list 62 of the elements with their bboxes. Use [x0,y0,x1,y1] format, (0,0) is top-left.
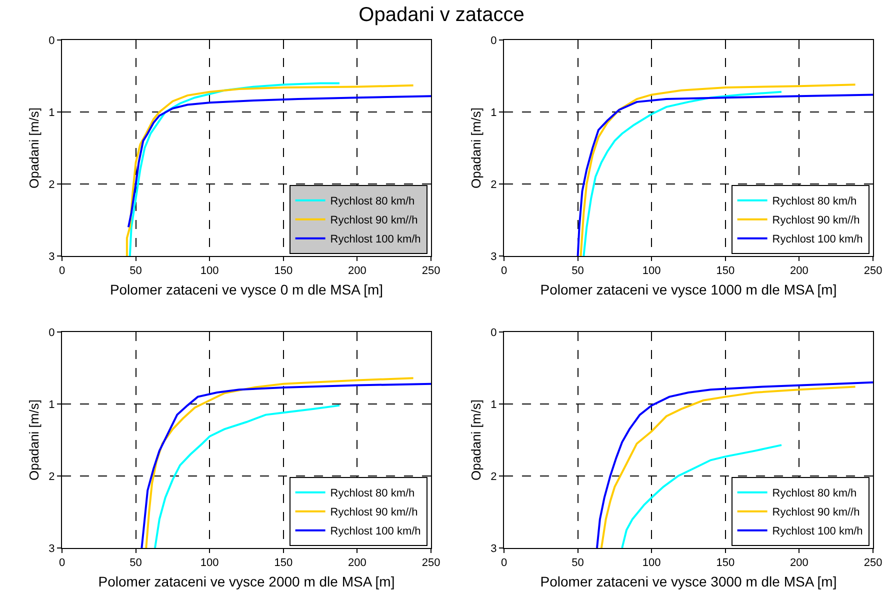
y-tick-label: 2 [490,178,497,191]
legend-label: Rychlost 100 km/h [330,234,421,246]
y-tick-label: 2 [48,470,55,483]
legend-label: Rychlost 100 km/h [772,234,863,246]
y-tick-label: 2 [490,470,497,483]
y-tick-label: 1 [48,398,55,411]
x-tick-label: 250 [864,265,882,278]
y-tick-label: 0 [490,34,497,47]
y-tick-label: 0 [490,326,497,339]
x-tick-label: 150 [716,557,735,570]
y-tick-label: 0 [48,34,55,47]
x-tick-label: 50 [572,265,584,278]
y-tick-label: 0 [48,326,55,339]
y-axis-title: Opadani [m/s] [26,108,42,188]
x-tick-label: 50 [572,557,584,570]
x-axis-title: Polomer zataceni ve vysce 1000 m dle MSA [m] [540,282,837,298]
legend-label: Rychlost 80 km/h [330,488,415,500]
legend-label: Rychlost 100 km/h [330,526,421,538]
x-tick-label: 200 [790,265,808,278]
legend-label: Rychlost 80 km/h [330,196,415,208]
legend-label: Rychlost 100 km/h [772,526,863,538]
x-tick-label: 100 [200,557,219,570]
y-tick-label: 3 [490,250,497,263]
x-tick-label: 0 [58,265,66,278]
y-tick-label: 3 [48,250,55,263]
y-tick-label: 1 [490,398,497,411]
legend-label: Rychlost 90 km//h [772,506,860,519]
x-tick-label: 150 [716,265,735,278]
x-tick-label: 50 [130,265,142,278]
x-tick-label: 0 [500,265,508,278]
line-series [127,95,431,228]
x-axis-title: Polomer zataceni ve vysce 0 m dle MSA [m] [110,282,384,298]
x-tick-label: 100 [642,265,661,278]
chart-title: Opadani v zatacce [358,4,526,27]
y-axis-title: Opadani [m/s] [26,400,42,480]
y-tick-label: 1 [48,106,55,119]
y-tick-label: 1 [490,106,497,119]
x-tick-label: 200 [348,557,366,570]
x-tick-label: 0 [58,557,66,570]
x-tick-label: 250 [422,265,440,278]
y-axis-title: Opadani [m/s] [468,108,484,188]
x-tick-label: 150 [274,557,293,570]
x-tick-label: 200 [790,557,808,570]
x-tick-label: 100 [642,557,661,570]
legend-label: Rychlost 80 km/h [772,488,857,500]
x-axis-title: Polomer zataceni ve vysce 3000 m dle MSA [m] [540,574,837,590]
x-tick-label: 250 [864,557,882,570]
legend-label: Rychlost 90 km//h [330,506,418,519]
x-tick-label: 200 [348,265,366,278]
x-axis-title: Polomer zataceni ve vysce 2000 m dle MSA [m] [98,574,395,590]
y-tick-label: 3 [48,542,55,555]
y-tick-label: 3 [490,542,497,555]
y-axis-title: Opadani [m/s] [468,400,484,480]
x-tick-label: 50 [130,557,142,570]
x-tick-label: 150 [274,265,293,278]
legend-label: Rychlost 90 km//h [330,214,418,227]
legend-label: Rychlost 80 km/h [772,196,857,208]
y-tick-label: 2 [48,178,55,191]
x-tick-label: 100 [200,265,219,278]
x-tick-label: 0 [500,557,508,570]
legend-label: Rychlost 90 km//h [772,214,860,227]
x-tick-label: 250 [422,557,440,570]
